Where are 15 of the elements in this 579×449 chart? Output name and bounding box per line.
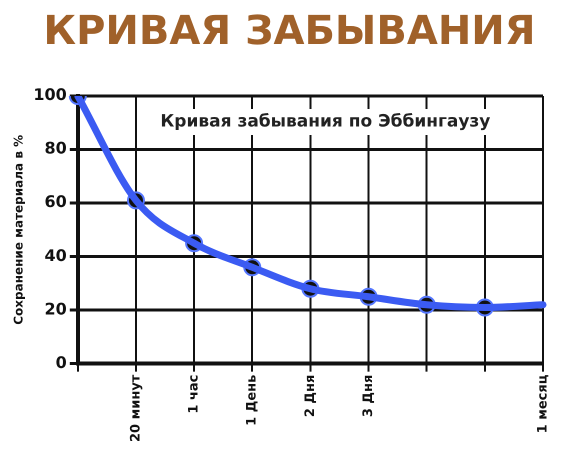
- x-tick-label: 20 минут: [128, 374, 144, 442]
- x-tick-label: 2 Дня: [302, 374, 318, 418]
- text: Кривая забывания по Эббингаузу: [160, 111, 490, 132]
- y-tick-label: 60: [44, 192, 67, 212]
- y-tick-label: 100: [33, 85, 67, 104]
- y-tick-label: 20: [44, 299, 67, 318]
- chart-title: КРИВАЯ ЗАБЫВАНИЯ: [42, 7, 537, 56]
- x-tick-label: 3 Дня: [360, 374, 376, 418]
- y-tick-label: 80: [44, 138, 67, 158]
- x-tick-label: 1 месяц: [535, 374, 550, 434]
- x-tick-label: 1 час: [186, 374, 202, 414]
- y-tick-label: 40: [44, 246, 67, 265]
- y-tick-label: 0: [56, 352, 67, 372]
- x-tick-label: 1 День: [244, 374, 260, 426]
- y-axis-title: Сохранение материала в %: [11, 134, 26, 325]
